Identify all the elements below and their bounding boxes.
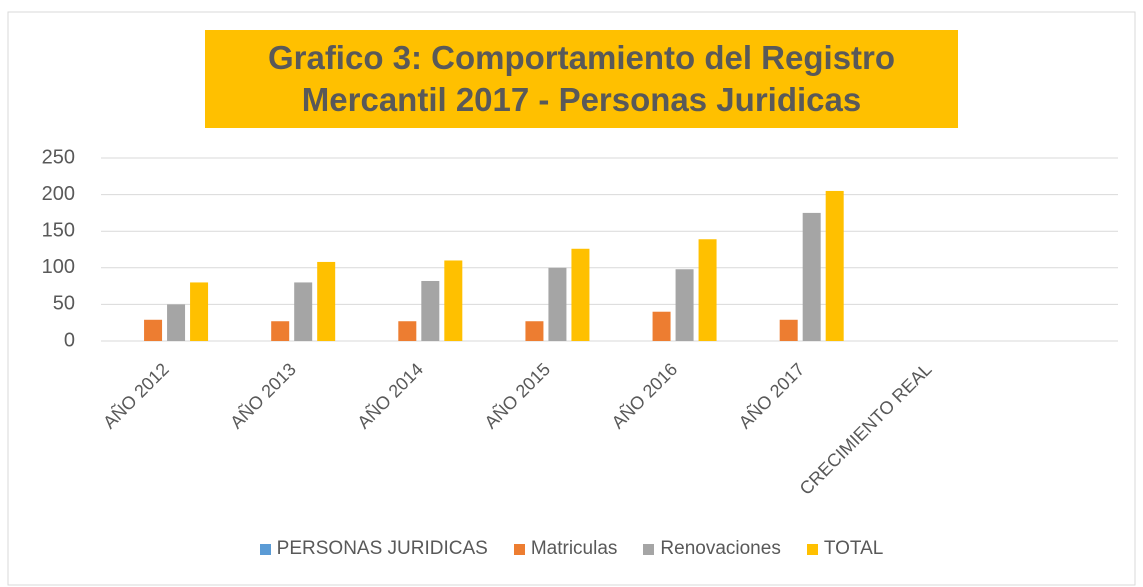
legend-swatch — [259, 543, 271, 555]
x-tick-label: AÑO 2015 — [480, 358, 554, 432]
bar — [652, 311, 671, 341]
bar — [271, 321, 290, 341]
legend-item: Matriculas — [513, 538, 618, 560]
chart-title: Grafico 3: Comportamiento del Registro M… — [205, 30, 958, 128]
x-tick-label: AÑO 2012 — [98, 358, 172, 432]
legend-item: PERSONAS JURIDICAS — [259, 538, 488, 560]
y-tick-label: 100 — [42, 256, 75, 278]
bar — [317, 261, 336, 341]
bar — [779, 319, 798, 341]
legend-label: PERSONAS JURIDICAS — [276, 538, 488, 559]
bar — [167, 304, 186, 341]
legend-label: TOTAL — [823, 538, 884, 559]
bar — [190, 282, 209, 341]
legend-item: TOTAL — [806, 538, 884, 560]
legend-item: Renovaciones — [643, 538, 781, 560]
legend-label: Renovaciones — [660, 538, 781, 559]
y-tick-label: 0 — [64, 329, 75, 351]
chart-border — [7, 11, 1136, 586]
x-tick-label: AÑO 2013 — [226, 358, 300, 432]
bar — [675, 269, 694, 341]
x-tick-label: AÑO 2014 — [353, 358, 427, 432]
legend-swatch — [643, 543, 655, 555]
x-tick-label: AÑO 2016 — [607, 358, 681, 432]
bar — [802, 212, 821, 341]
x-tick-label: CRECIMIENTO REAL — [796, 359, 936, 499]
y-tick-label: 50 — [53, 293, 75, 315]
bar — [698, 239, 717, 341]
x-tick-label: AÑO 2017 — [734, 358, 808, 432]
bar — [525, 321, 544, 341]
legend-swatch — [513, 543, 525, 555]
legend-swatch — [806, 543, 818, 555]
y-tick-label: 200 — [42, 183, 75, 205]
bar — [444, 260, 463, 341]
bar — [571, 248, 590, 341]
bar — [294, 282, 313, 341]
bar — [548, 267, 567, 341]
bar — [825, 190, 844, 341]
y-tick-label: 150 — [42, 219, 75, 241]
legend: PERSONAS JURIDICAS Matriculas Renovaciones… — [0, 538, 1143, 560]
bar — [144, 319, 163, 341]
y-tick-label: 250 — [42, 146, 75, 168]
bar — [398, 321, 417, 341]
bar — [421, 280, 440, 341]
legend-label: Matriculas — [530, 538, 618, 559]
